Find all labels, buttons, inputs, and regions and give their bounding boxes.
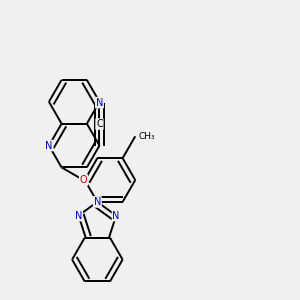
Text: N: N [96,98,103,108]
Text: N: N [112,211,120,220]
Text: N: N [75,211,82,220]
Text: CH₃: CH₃ [138,132,155,141]
Text: N: N [45,140,52,151]
Text: N: N [94,197,101,207]
Text: O: O [80,175,87,185]
Text: C: C [96,119,103,129]
